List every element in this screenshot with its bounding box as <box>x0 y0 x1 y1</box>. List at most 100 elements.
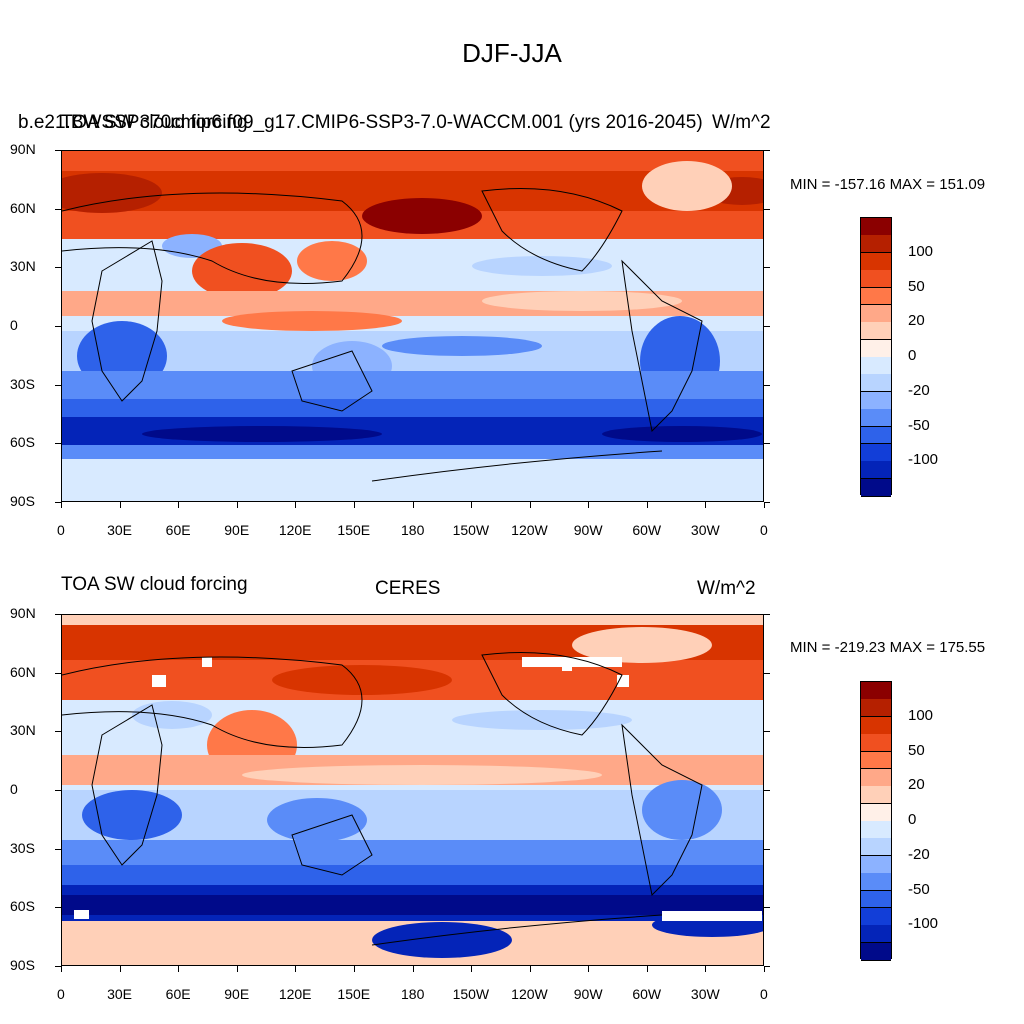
lon-tick-mark <box>588 966 590 972</box>
colorbar-swatch <box>861 287 891 306</box>
lon-tick-label: 180 <box>401 986 425 1002</box>
colorbar-swatch <box>861 890 891 909</box>
colorbar-swatch <box>861 391 891 410</box>
lon-tick-mark <box>295 966 297 972</box>
colorbar-model-swatches <box>860 217 892 497</box>
lon-tick-label: 150E <box>337 986 371 1002</box>
panel-obs-minmax: MIN = -219.23 MAX = 175.55 <box>790 639 986 656</box>
lat-tick-mark <box>764 502 770 503</box>
map-obs-field <box>62 615 763 965</box>
lat-tick-mark <box>55 150 61 151</box>
map-model-field <box>62 151 763 501</box>
colorbar-label: -50 <box>908 416 930 434</box>
lon-tick-label: 0 <box>760 522 768 538</box>
panel-model-units: W/m^2 <box>712 112 771 133</box>
lat-tick-label: 30N <box>10 722 36 739</box>
lon-tick-mark <box>61 966 62 972</box>
lon-tick-mark <box>764 502 765 508</box>
colorbar-label: -20 <box>908 381 930 399</box>
lon-tick-mark <box>646 966 648 972</box>
panel-obs-title-left: TOA SW cloud forcing <box>61 574 248 595</box>
lon-tick-label: 180 <box>401 522 425 538</box>
colorbar-swatch <box>861 478 891 497</box>
panel-obs-title-center: CERES <box>375 578 441 599</box>
lon-tick-label: 120E <box>278 522 312 538</box>
lat-tick-label: 90S <box>10 493 35 509</box>
lon-tick-mark <box>119 502 121 508</box>
lon-tick-mark <box>178 966 180 972</box>
lat-tick-label: 0 <box>10 781 18 797</box>
panel-model-title-left: TOA SW cloud forcing <box>61 112 248 133</box>
lon-tick-mark <box>588 502 590 508</box>
lat-tick-mark <box>55 848 61 850</box>
colorbar-swatch <box>861 855 891 874</box>
lat-tick-mark <box>764 907 770 909</box>
colorbar-swatch <box>861 339 891 358</box>
colorbar-label: 50 <box>908 277 925 295</box>
lat-tick-mark <box>55 208 61 210</box>
lon-tick-mark <box>61 502 62 508</box>
lat-tick-mark <box>55 672 61 674</box>
lat-tick-mark <box>764 848 770 850</box>
panel-model-minmax: MIN = -157.16 MAX = 151.09 <box>790 176 986 193</box>
lat-tick-mark <box>764 267 770 269</box>
colorbar-swatch <box>861 942 891 961</box>
colorbar-swatch <box>861 925 891 944</box>
lat-tick-mark <box>55 731 61 733</box>
colorbar-swatch <box>861 357 891 375</box>
colorbar-label: 50 <box>908 741 925 759</box>
lon-tick-mark <box>705 502 707 508</box>
lat-tick-mark <box>764 208 770 210</box>
colorbar-swatch <box>861 786 891 805</box>
lat-tick-mark <box>764 966 770 967</box>
colorbar-swatch <box>861 461 891 480</box>
lat-tick-mark <box>55 443 61 445</box>
colorbar-swatch <box>861 716 891 735</box>
lon-tick-label: 150W <box>452 522 490 538</box>
lat-tick-label: 90S <box>10 957 35 973</box>
lon-tick-mark <box>236 966 238 972</box>
colorbar-label: -50 <box>908 880 930 898</box>
colorbar-swatch <box>861 374 891 393</box>
lat-tick-label: 60S <box>10 898 35 915</box>
lat-tick-mark <box>764 443 770 445</box>
colorbar-swatch <box>861 751 891 770</box>
colorbar-swatch <box>861 734 891 752</box>
lat-tick-label: 30S <box>10 839 35 856</box>
lon-tick-mark <box>412 502 414 508</box>
lat-tick-mark <box>764 326 770 327</box>
lat-tick-mark <box>55 907 61 909</box>
lat-tick-mark <box>764 790 770 791</box>
colorbar-swatch <box>861 304 891 323</box>
lat-tick-mark <box>764 384 770 386</box>
panel-model-title-overlap: b.e21.BWSSP370cmip6.f09_g17.CMIP6-SSP3-7… <box>18 112 703 133</box>
lon-tick-mark <box>764 966 765 972</box>
lat-tick-label: 30N <box>10 258 36 275</box>
lat-tick-mark <box>764 672 770 674</box>
lon-tick-mark <box>295 502 297 508</box>
lat-tick-mark <box>764 614 770 615</box>
colorbar-swatch <box>861 682 891 700</box>
lon-tick-label: 120E <box>278 986 312 1002</box>
colorbar-swatch <box>861 803 891 822</box>
colorbar-swatch <box>861 218 891 236</box>
lon-tick-mark <box>529 502 531 508</box>
lon-tick-label: 60W <box>632 522 662 538</box>
lon-tick-label: 150E <box>337 522 371 538</box>
lon-tick-mark <box>236 502 238 508</box>
lat-tick-mark <box>55 502 61 503</box>
lon-tick-mark <box>353 966 355 972</box>
colorbar-swatch <box>861 768 891 787</box>
lon-tick-label: 30W <box>690 986 720 1002</box>
colorbar-label: 100 <box>908 706 934 724</box>
lat-tick-label: 0 <box>10 317 18 333</box>
colorbar-swatch <box>861 270 891 288</box>
colorbar-swatch <box>861 873 891 891</box>
lat-tick-label: 90N <box>10 141 36 157</box>
lon-tick-mark <box>471 502 473 508</box>
colorbar-label: 20 <box>908 312 925 330</box>
lon-tick-mark <box>178 502 180 508</box>
colorbar-label: -100 <box>908 451 939 469</box>
lat-tick-mark <box>55 326 61 327</box>
colorbar-swatch <box>861 426 891 445</box>
